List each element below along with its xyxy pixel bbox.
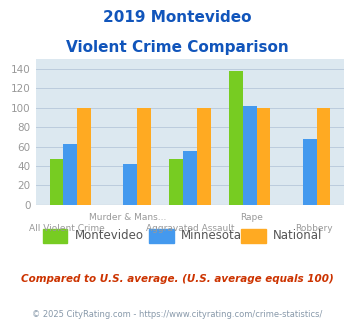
Text: Robbery: Robbery <box>295 224 332 233</box>
Text: 2019 Montevideo: 2019 Montevideo <box>103 10 252 25</box>
Text: Murder & Mans...: Murder & Mans... <box>89 213 167 222</box>
Text: Violent Crime Comparison: Violent Crime Comparison <box>66 40 289 54</box>
Text: Aggravated Assault: Aggravated Assault <box>146 224 234 233</box>
Bar <box>123 164 137 205</box>
Bar <box>77 108 91 205</box>
Bar <box>229 71 243 205</box>
Bar <box>183 151 197 205</box>
Text: All Violent Crime: All Violent Crime <box>28 224 104 233</box>
Text: © 2025 CityRating.com - https://www.cityrating.com/crime-statistics/: © 2025 CityRating.com - https://www.city… <box>32 310 323 319</box>
Text: Rape: Rape <box>240 213 263 222</box>
Text: Compared to U.S. average. (U.S. average equals 100): Compared to U.S. average. (U.S. average … <box>21 274 334 284</box>
Text: Minnesota: Minnesota <box>181 229 242 243</box>
Bar <box>243 106 257 205</box>
Text: National: National <box>273 229 323 243</box>
Bar <box>317 108 330 205</box>
Bar <box>303 139 317 205</box>
Text: Montevideo: Montevideo <box>75 229 143 243</box>
Bar <box>197 108 211 205</box>
Bar <box>169 159 183 205</box>
Bar <box>63 144 77 205</box>
Bar <box>50 159 63 205</box>
Bar <box>137 108 151 205</box>
Bar <box>257 108 271 205</box>
